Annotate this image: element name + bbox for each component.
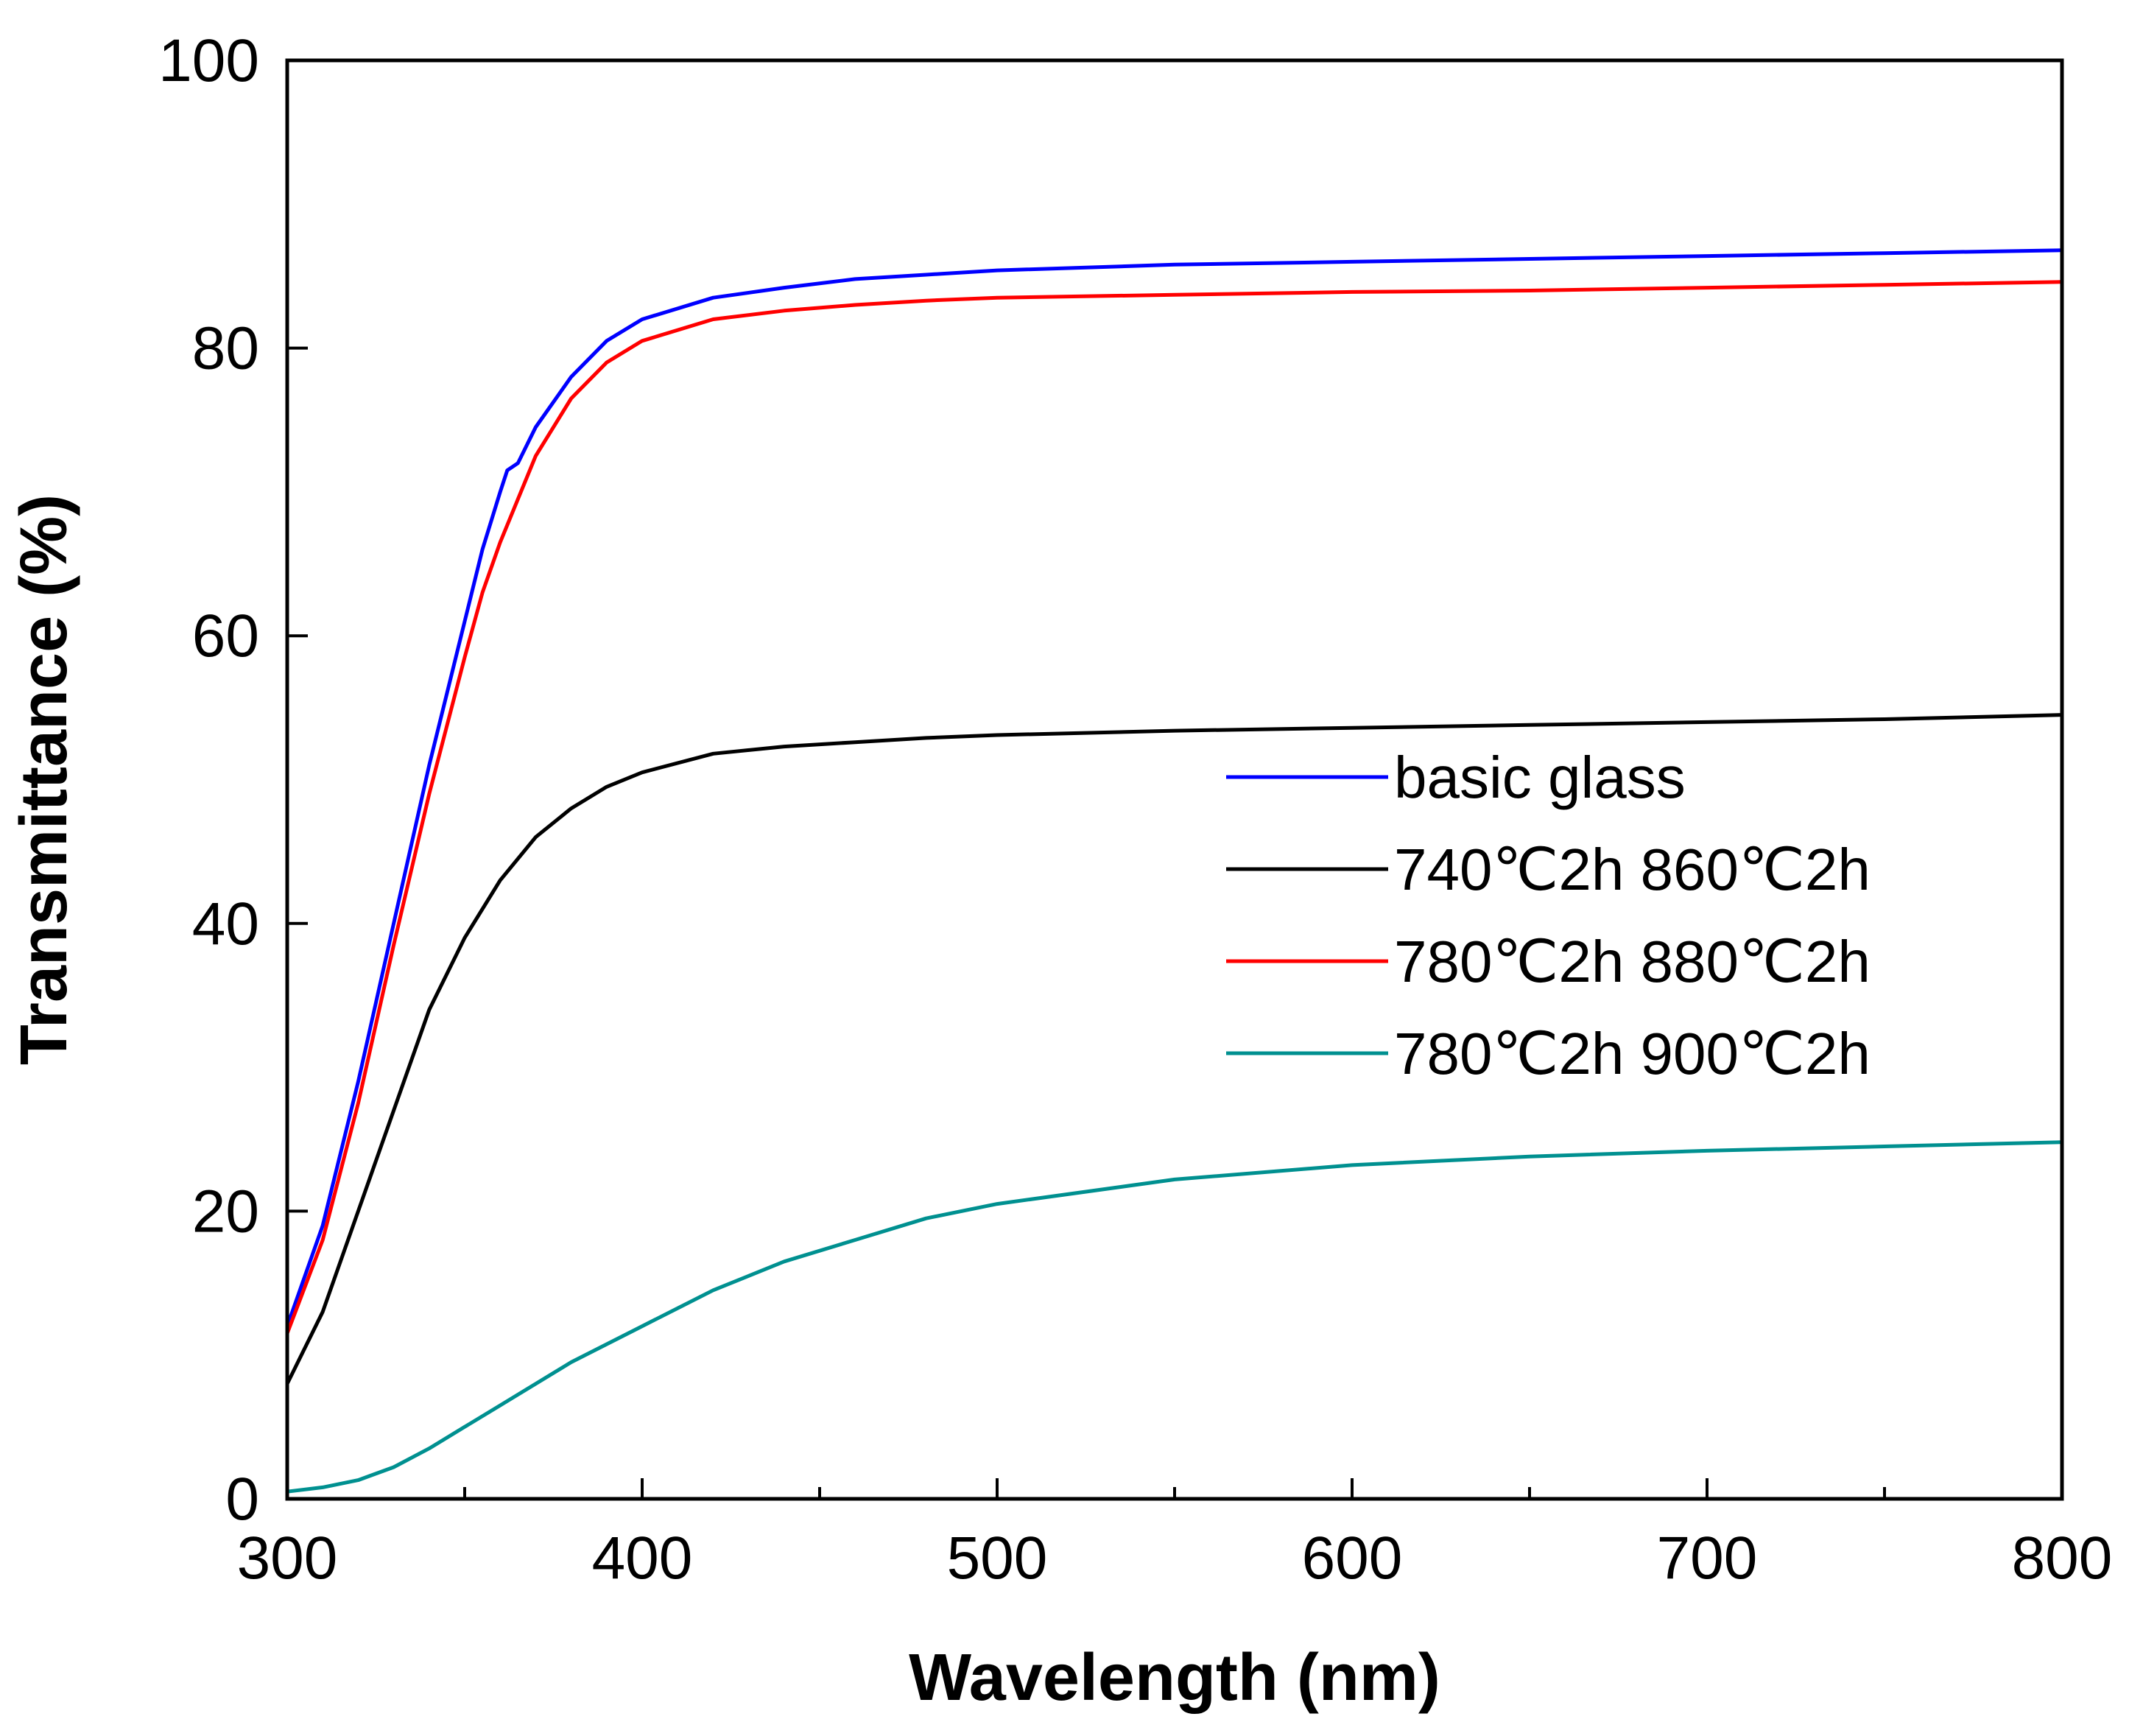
legend: basic glass 740℃2h 860℃2h 780℃2h 880℃2h 780… [1226,745,1871,1086]
legend-label-1: 740℃2h 860℃2h [1394,837,1871,902]
y-tick-label: 100 [158,27,259,94]
plot-lines [285,248,2064,1494]
legend-label-0: basic glass [1394,745,1686,810]
series-line-2 [285,280,2064,1335]
x-tick-label: 300 [237,1525,338,1592]
y-tick-label: 20 [192,1178,259,1245]
x-tick-label: 800 [2012,1525,2113,1592]
y-tick-label: 60 [192,602,259,670]
y-tick-label: 0 [225,1466,259,1533]
y-tick-label: 40 [192,890,259,957]
y-axis-title: Transmittance (%) [7,494,81,1065]
legend-label-2: 780℃2h 880℃2h [1394,929,1871,994]
x-axis-title: Wavelength (nm) [909,1641,1440,1715]
x-tick-label: 400 [592,1525,693,1592]
x-tick-label: 600 [1302,1525,1403,1592]
plot-frame [285,58,2064,1501]
x-tick-label: 700 [1657,1525,1758,1592]
series-line-0 [285,248,2064,1329]
x-tick-label: 500 [947,1525,1048,1592]
legend-label-3: 780℃2h 900℃2h [1394,1021,1871,1086]
y-axis: 0 20 40 60 80 100 [158,27,308,1533]
series-line-1 [285,713,2064,1386]
y-tick-label: 80 [192,315,259,382]
x-axis: 300 400 500 600 700 800 [237,1478,2113,1592]
series-line-3 [285,1140,2064,1494]
